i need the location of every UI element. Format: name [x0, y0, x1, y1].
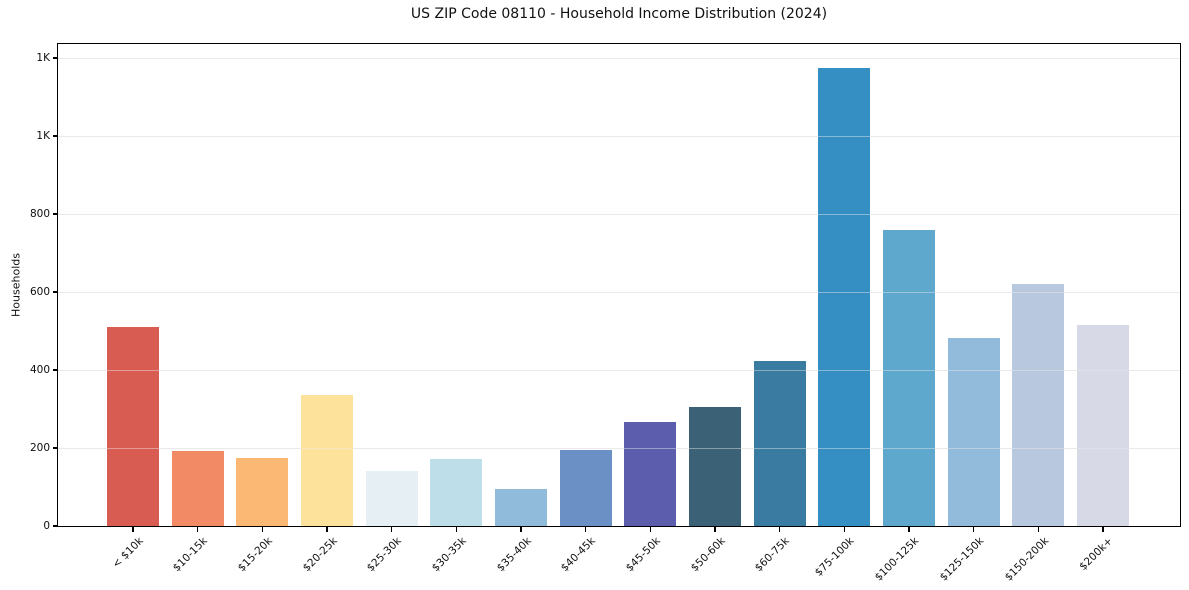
plot-area — [57, 43, 1181, 527]
x-tick-label-text: $10-15k — [171, 535, 211, 575]
x-tick-label-text: < $10k — [109, 535, 146, 571]
bar — [1012, 284, 1065, 526]
x-tick-mark — [714, 527, 716, 532]
x-tick-label-text: $20-25k — [300, 535, 340, 575]
y-tick-label: 400 — [29, 364, 50, 376]
x-tick-label-text: $75-100k — [813, 535, 857, 579]
x-tick-mark — [390, 527, 393, 532]
bar — [430, 458, 483, 526]
x-tick-mark — [326, 527, 328, 532]
x-tick-mark — [843, 527, 846, 532]
y-tick-label: 800 — [29, 208, 50, 221]
chart-title: US ZIP Code 08110 - Household Income Dis… — [410, 6, 828, 22]
y-tick-label: 600 — [29, 286, 50, 299]
x-tick-label-text: $30-35k — [429, 535, 469, 575]
gridline-overlay — [58, 213, 1180, 215]
x-tick-mark — [520, 527, 522, 532]
bar — [171, 451, 224, 526]
x-tick-label-text: $15-20k — [235, 535, 275, 575]
gridline-overlay — [58, 369, 1180, 371]
gridline — [58, 447, 1180, 449]
y-tick-mark — [53, 291, 58, 293]
bar — [947, 337, 1000, 526]
y-tick-mark — [53, 135, 58, 137]
x-tick-mark — [196, 527, 199, 532]
y-tick-mark — [53, 447, 58, 449]
y-tick-label: 1K — [36, 130, 50, 143]
bar — [365, 471, 418, 526]
gridline-overlay — [58, 291, 1180, 293]
x-tick-mark — [584, 527, 587, 532]
bar — [559, 449, 612, 526]
x-tick-mark — [261, 527, 264, 532]
gridline-overlay — [58, 57, 1180, 59]
y-tick-mark — [53, 213, 58, 215]
bar — [753, 361, 806, 526]
x-tick-mark — [132, 527, 134, 532]
bar — [495, 489, 548, 526]
x-tick-label-text: $25-30k — [365, 535, 405, 575]
x-tick-label-text: $35-40k — [494, 535, 534, 575]
x-tick-mark — [455, 527, 458, 532]
y-tick-label: 1K — [36, 52, 50, 65]
bar — [107, 327, 159, 526]
gridline-overlay — [58, 135, 1180, 137]
x-tick-mark — [779, 527, 781, 532]
y-tick-label: 200 — [29, 442, 50, 454]
bar — [1077, 324, 1130, 526]
gridline — [58, 135, 1180, 137]
y-tick-label: 0 — [43, 520, 50, 532]
x-tick-mark — [1102, 527, 1104, 532]
y-tick-mark — [53, 369, 58, 371]
x-tick-label-text: $40-45k — [559, 535, 599, 575]
y-tick-mark — [53, 525, 58, 527]
bar — [883, 230, 936, 526]
x-tick-label-text: $45-50k — [623, 535, 663, 575]
gridline — [58, 57, 1180, 59]
x-tick-label-text: $60-75k — [753, 535, 793, 575]
gridline-overlay — [58, 447, 1180, 449]
bar — [818, 67, 871, 526]
x-tick-label-text: $200k+ — [1077, 535, 1116, 573]
x-tick-label-text: $50-60k — [688, 535, 728, 575]
x-tick-label-text: $100-125k — [872, 535, 922, 584]
gridline — [58, 369, 1180, 371]
bar — [624, 421, 677, 526]
bar — [301, 394, 353, 526]
bar — [689, 406, 742, 526]
x-tick-label-text: $150-200k — [1002, 535, 1051, 584]
x-tick-mark — [649, 527, 652, 532]
gridline — [58, 291, 1180, 293]
x-tick-label-text: $125-150k — [937, 535, 987, 584]
x-tick-mark — [973, 527, 975, 532]
x-tick-mark — [1037, 527, 1040, 532]
gridline — [58, 213, 1180, 215]
x-tick-mark — [908, 527, 910, 532]
bar — [236, 458, 289, 526]
y-tick-mark — [53, 57, 58, 59]
